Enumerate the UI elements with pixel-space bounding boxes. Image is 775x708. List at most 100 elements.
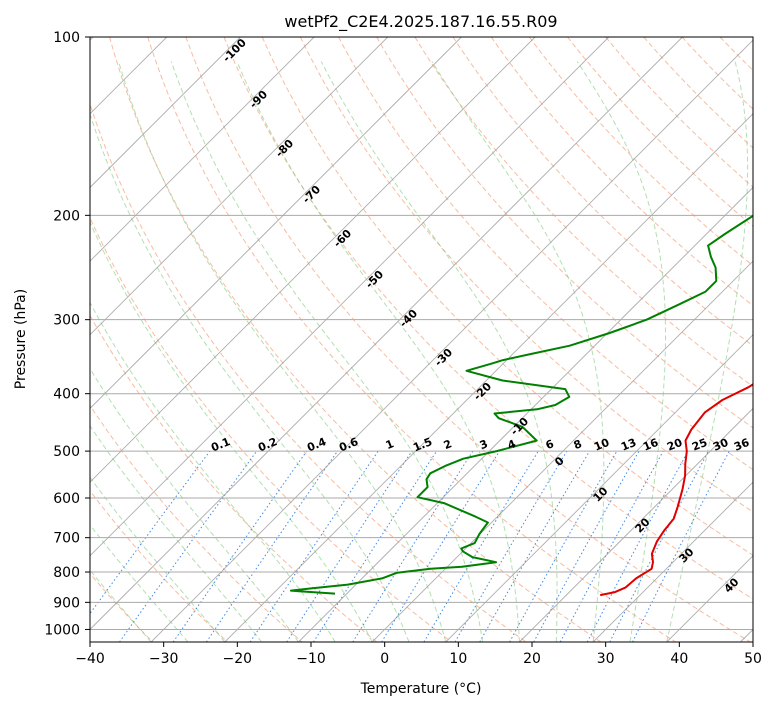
y-tick-label: 600 [53,491,80,507]
mixing-ratio-line [533,450,640,642]
x-tick-label: −40 [75,651,105,667]
isotherm [298,186,753,642]
isotherm [90,37,462,410]
mixing-ratio-label: 4 [506,437,518,452]
temperature-line [600,383,753,597]
dry-adiabat-label: -30 [432,346,455,369]
dry-adiabat [528,37,753,267]
mixing-ratio-line [286,450,413,642]
moist-adiabat [90,301,336,642]
moist-adiabat [666,61,749,642]
axes: −40 −30 −20 −10 0 10 20 30 40 50 100 200 300 400 500 60… [44,30,762,667]
mixing-ratio-line [249,450,379,642]
chart-title: wetPf2_C2E4.2025.187.16.55.R09 [284,12,557,32]
mixing-ratio-line [172,450,308,642]
mixing-ratio-label: 36 [732,436,751,454]
moist-adiabat [90,476,226,642]
isotherm [90,37,315,262]
x-tick-label: −30 [149,651,179,667]
reference-line-labels: -100-90-80-70-60-50-40-30-20-10010203040… [209,36,751,596]
isotherm [90,37,610,557]
mixing-ratio-label: 10 [592,436,611,454]
isotherm [371,260,753,642]
dry-adiabat-label: -90 [247,88,270,111]
x-axis-label: Temperature (°C) [360,681,482,697]
moist-adiabat [90,112,410,642]
dry-adiabat [605,37,753,188]
mixing-ratio-label: 3 [478,437,490,452]
mixing-ratio-label: 20 [665,436,684,454]
y-tick-label: 400 [53,387,80,403]
x-tick-label: 50 [744,651,762,667]
y-tick-label: 900 [53,595,80,611]
isotherm [150,39,753,642]
mixing-ratio-line [509,450,618,642]
x-tick-label: 30 [597,651,615,667]
dry-adiabat [376,37,753,429]
isotherm [90,37,389,336]
dry-adiabat [452,37,753,347]
dry-adiabat [90,102,527,642]
mixing-ratio-line [381,450,500,642]
x-tick-label: −20 [223,651,253,667]
dry-adiabat [758,37,775,642]
dry-adiabat-label: 10 [591,484,611,504]
dry-adiabat [490,37,753,307]
sounding-series [289,214,753,597]
dry-adiabat [109,37,602,642]
dry-adiabat [90,404,303,642]
dry-adiabat [681,37,753,110]
moist-adiabat [431,61,605,642]
dry-adiabat [90,489,228,642]
mixing-ratio-label: 13 [619,436,638,454]
x-tick-label: 40 [670,651,688,667]
y-tick-label: 1000 [44,622,80,638]
isotherm [519,407,753,642]
dry-adiabat-label: -100 [220,36,249,65]
dry-adiabat [261,37,753,556]
dry-adiabat [90,314,378,642]
dry-adiabat-label: -70 [300,183,323,206]
dry-adiabat [223,37,753,600]
dry-adiabat [90,216,452,642]
plot-frame [89,36,754,643]
dry-adiabat [0,37,3,642]
dry-adiabat-label: -60 [331,227,354,250]
moist-adiabat [90,220,373,642]
dry-adiabat [567,37,753,227]
mixing-ratio-label: 1 [384,437,396,452]
dewpoint-line [289,214,753,595]
mixing-ratio-line [609,450,709,642]
mixing-ratio-label: 16 [641,436,660,454]
isotherm [90,37,536,483]
mixing-ratio-line [313,450,438,642]
dry-adiabat [338,37,753,471]
y-tick-label: 800 [53,565,80,581]
dry-adiabat [185,37,751,642]
moist-adiabat [320,61,558,642]
mixing-ratio-line [119,450,258,642]
dry-adiabat [719,37,753,72]
dry-adiabat-label: -40 [397,307,420,330]
background-reference-lines [0,37,775,642]
x-tick-label: 0 [380,651,389,667]
moist-adiabat [576,61,666,642]
isotherm [224,113,753,642]
dry-adiabat-label: -50 [363,268,386,291]
x-tick-label: −10 [296,651,326,667]
mixing-ratio-line [423,450,539,642]
grid-lines [90,37,753,642]
dry-adiabat-label: 20 [633,515,653,535]
dry-adiabat [643,37,753,149]
dry-adiabat [414,37,753,388]
mixing-ratio-label: 25 [690,436,709,454]
y-tick-label: 300 [53,313,80,329]
y-axis-label: Pressure (hPa) [13,289,29,389]
moist-adiabat [170,61,484,642]
y-tick-label: 200 [53,208,80,224]
dry-adiabat [0,37,78,642]
moist-adiabat [236,61,520,642]
dry-adiabat-label: 40 [722,575,742,595]
y-tick-label: 100 [53,30,80,46]
